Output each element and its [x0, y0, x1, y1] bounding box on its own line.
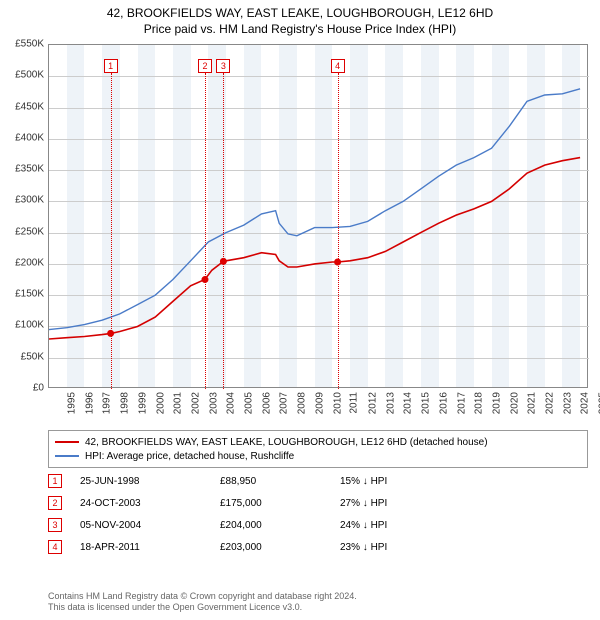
table-marker: 2: [48, 496, 62, 510]
xtick-label: 2023: [562, 392, 573, 414]
legend-label: 42, BROOKFIELDS WAY, EAST LEAKE, LOUGHBO…: [85, 437, 488, 448]
xtick-label: 2010: [332, 392, 343, 414]
legend-row: HPI: Average price, detached house, Rush…: [55, 449, 581, 463]
table-date: 24-OCT-2003: [80, 498, 220, 509]
table-price: £203,000: [220, 542, 340, 553]
xtick-label: 2022: [544, 392, 555, 414]
xtick-label: 2021: [527, 392, 538, 414]
footer-text: Contains HM Land Registry data © Crown c…: [48, 591, 357, 614]
ytick-label: £400K: [15, 132, 44, 143]
table-marker: 4: [48, 540, 62, 554]
xtick-label: 2012: [367, 392, 378, 414]
xtick-label: 2016: [438, 392, 449, 414]
table-pct: 24% ↓ HPI: [340, 520, 440, 531]
series-hpi: [49, 89, 580, 330]
ytick-label: £0: [33, 383, 44, 394]
ytick-label: £500K: [15, 70, 44, 81]
xtick-label: 2017: [456, 392, 467, 414]
series-property: [49, 158, 580, 339]
xtick-label: 1998: [119, 392, 130, 414]
xtick-label: 2009: [314, 392, 325, 414]
ytick-label: £200K: [15, 257, 44, 268]
xtick-label: 2001: [172, 392, 183, 414]
xtick-label: 2011: [349, 392, 360, 414]
table-marker: 1: [48, 474, 62, 488]
sale-marker-box: 1: [104, 59, 118, 73]
xtick-label: 2003: [208, 392, 219, 414]
sales-table: 1 25-JUN-1998£88,95015% ↓ HPI 2 24-OCT-2003…: [48, 470, 588, 558]
table-price: £204,000: [220, 520, 340, 531]
xtick-label: 2018: [473, 392, 484, 414]
legend-swatch: [55, 441, 79, 443]
table-pct: 27% ↓ HPI: [340, 498, 440, 509]
xtick-label: 2013: [385, 392, 396, 414]
plot-area: 1 23 4: [48, 44, 588, 388]
chart-container: 42, BROOKFIELDS WAY, EAST LEAKE, LOUGHBO…: [0, 0, 600, 620]
ytick-label: £250K: [15, 226, 44, 237]
table-row: 3 05-NOV-2004£204,00024% ↓ HPI: [48, 514, 588, 536]
chart-subtitle: Price paid vs. HM Land Registry's House …: [0, 20, 600, 36]
xtick-label: 2007: [279, 392, 290, 414]
sale-marker-line: [223, 73, 224, 389]
footer-line1: Contains HM Land Registry data © Crown c…: [48, 591, 357, 603]
ytick-label: £450K: [15, 101, 44, 112]
xtick-label: 2005: [243, 392, 254, 414]
ytick-label: £50K: [21, 351, 44, 362]
table-row: 1 25-JUN-1998£88,95015% ↓ HPI: [48, 470, 588, 492]
sale-marker-line: [338, 73, 339, 389]
xtick-label: 1996: [84, 392, 95, 414]
xtick-label: 1995: [66, 392, 77, 414]
xtick-label: 2002: [190, 392, 201, 414]
legend-label: HPI: Average price, detached house, Rush…: [85, 451, 294, 462]
xtick-label: 2019: [491, 392, 502, 414]
table-row: 2 24-OCT-2003£175,00027% ↓ HPI: [48, 492, 588, 514]
ytick-label: £300K: [15, 195, 44, 206]
table-date: 05-NOV-2004: [80, 520, 220, 531]
table-date: 25-JUN-1998: [80, 476, 220, 487]
sale-marker-box: 2: [198, 59, 212, 73]
chart-title: 42, BROOKFIELDS WAY, EAST LEAKE, LOUGHBO…: [0, 0, 600, 20]
table-pct: 15% ↓ HPI: [340, 476, 440, 487]
table-date: 18-APR-2011: [80, 542, 220, 553]
ytick-label: £100K: [15, 320, 44, 331]
sale-marker-line: [205, 73, 206, 389]
table-row: 4 18-APR-2011£203,00023% ↓ HPI: [48, 536, 588, 558]
legend: 42, BROOKFIELDS WAY, EAST LEAKE, LOUGHBO…: [48, 430, 588, 468]
ytick-label: £150K: [15, 289, 44, 300]
table-pct: 23% ↓ HPI: [340, 542, 440, 553]
table-marker: 3: [48, 518, 62, 532]
footer-line2: This data is licensed under the Open Gov…: [48, 602, 357, 614]
sale-marker-box: 4: [331, 59, 345, 73]
xtick-label: 1997: [102, 392, 113, 414]
sale-marker-line: [111, 73, 112, 389]
xtick-label: 2004: [226, 392, 237, 414]
xtick-label: 2006: [261, 392, 272, 414]
xtick-label: 2014: [403, 392, 414, 414]
table-price: £175,000: [220, 498, 340, 509]
xtick-label: 2015: [420, 392, 431, 414]
ytick-label: £350K: [15, 164, 44, 175]
sale-marker-box: 3: [216, 59, 230, 73]
ytick-label: £550K: [15, 39, 44, 50]
legend-swatch: [55, 455, 79, 457]
xtick-label: 1999: [137, 392, 148, 414]
xtick-label: 2000: [155, 392, 166, 414]
legend-row: 42, BROOKFIELDS WAY, EAST LEAKE, LOUGHBO…: [55, 435, 581, 449]
xtick-label: 2024: [580, 392, 591, 414]
series-svg: [49, 45, 589, 389]
xtick-label: 2020: [509, 392, 520, 414]
table-price: £88,950: [220, 476, 340, 487]
xtick-label: 2008: [296, 392, 307, 414]
